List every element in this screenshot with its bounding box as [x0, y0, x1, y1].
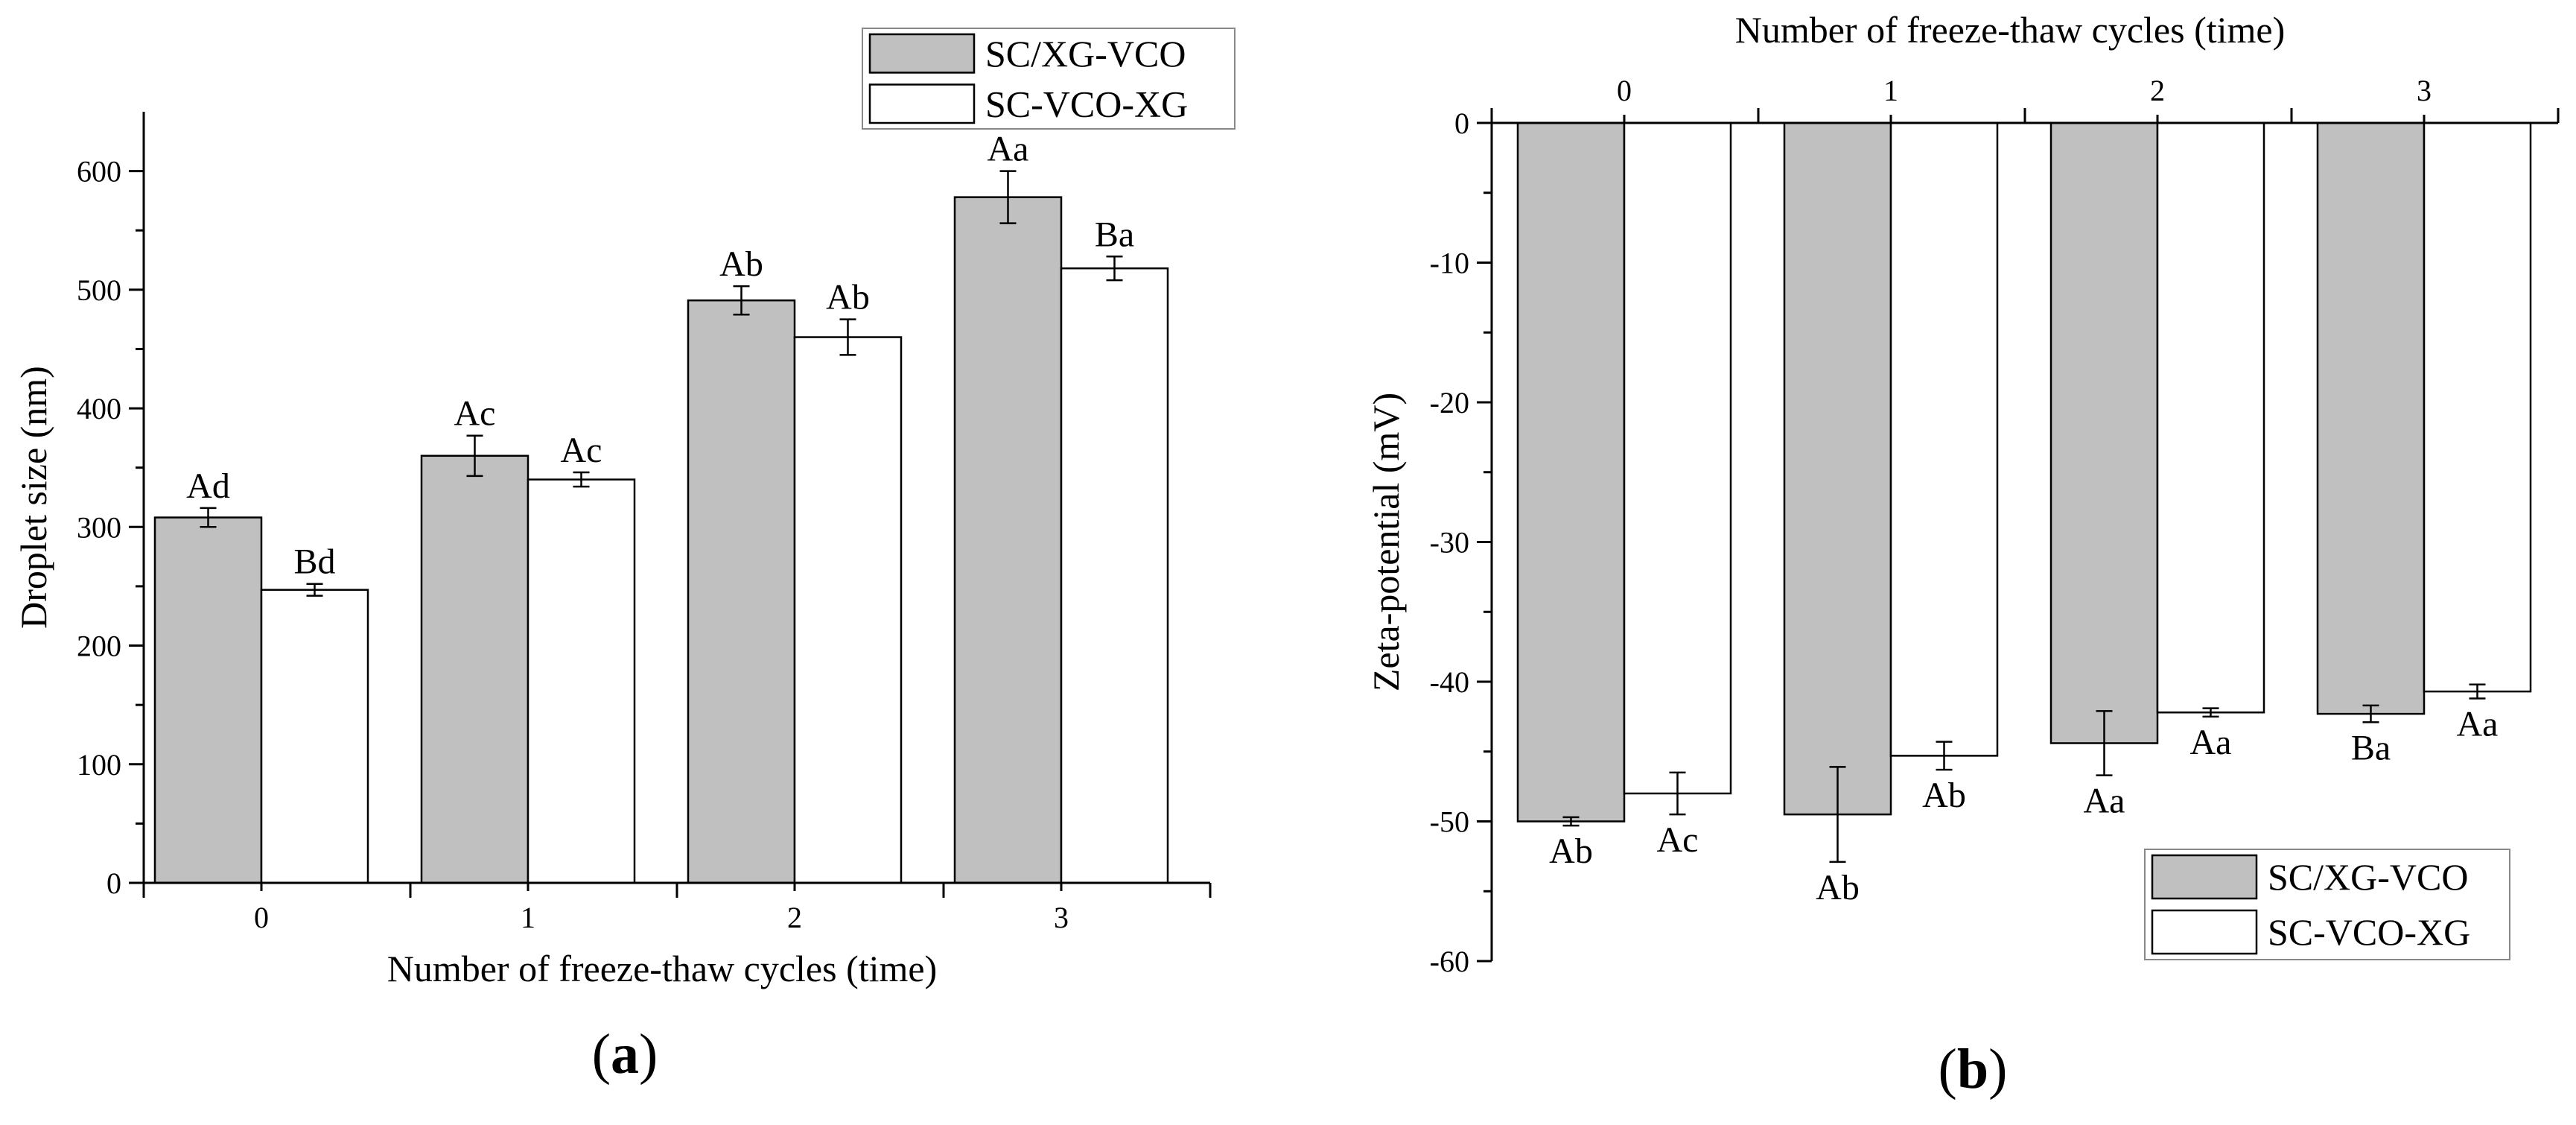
legend-label: SC-VCO-XG — [985, 83, 1188, 124]
bar-sc-vco-xg-0 — [260, 589, 369, 884]
bar-sc-xg-vco-2 — [687, 299, 796, 884]
significance-label: Ab — [826, 278, 870, 317]
bar-sc-xg-vco-0 — [1516, 121, 1626, 823]
legend-label: SC/XG-VCO — [985, 33, 1186, 75]
chart-panel-a: Ad Ac Ab Aa Bd Ac Ab Ba 0 100 200 300 400 500 600 0 1 2 3 N… — [13, 28, 1235, 1086]
significance-label: Ac — [454, 394, 496, 434]
bar-sc-vco-xg-2 — [793, 336, 903, 884]
bar-sc-xg-vco-0 — [153, 516, 263, 884]
bar-sc-vco-xg-1 — [1889, 121, 1999, 757]
bar-sc-vco-xg-3 — [2423, 121, 2532, 693]
legend-label: SC/XG-VCO — [2268, 856, 2468, 898]
significance-label: Ab — [719, 244, 763, 284]
significance-label: Ba — [1095, 215, 1134, 254]
significance-label: Ac — [1657, 820, 1699, 860]
y-tick-label: -40 — [1430, 665, 1469, 699]
significance-label: Aa — [988, 130, 1029, 169]
significance-label: Ab — [1816, 868, 1860, 907]
bar-sc-xg-vco-3 — [2316, 121, 2426, 715]
legend-label: SC-VCO-XG — [2268, 911, 2470, 953]
x-tick-label: 0 — [1617, 74, 1632, 107]
bar-sc-vco-xg-0 — [1623, 121, 1732, 795]
significance-label: Aa — [2190, 723, 2232, 762]
x-axis-label: Number of freeze-thaw cycles (time) — [387, 948, 938, 989]
y-tick-label: 400 — [77, 392, 121, 425]
bar-sc-xg-vco-1 — [1783, 121, 1892, 816]
significance-label: Ab — [1922, 776, 1966, 815]
bar-sc-vco-xg-3 — [1060, 267, 1169, 884]
y-tick-label: 200 — [77, 630, 121, 663]
legend-swatch — [2151, 909, 2258, 955]
significance-label: Aa — [2457, 705, 2499, 744]
bar-sc-xg-vco-3 — [953, 196, 1063, 884]
legend-swatch — [2151, 854, 2258, 900]
bar-sc-vco-xg-2 — [2156, 121, 2265, 714]
y-tick-label: -20 — [1430, 386, 1469, 419]
significance-label: Ac — [561, 431, 602, 470]
x-tick-label: 2 — [2150, 74, 2165, 107]
significance-label: Ad — [186, 466, 230, 506]
x-axis-label: Number of freeze-thaw cycles (time) — [1735, 9, 2286, 51]
y-axis-label: Zeta-potential (mV) — [1365, 393, 1407, 691]
significance-label: Aa — [2084, 782, 2125, 821]
significance-label: Ba — [2351, 728, 2391, 767]
y-tick-label: 300 — [77, 510, 121, 544]
x-tick-label: 0 — [254, 901, 269, 934]
x-tick-label: 1 — [1883, 74, 1898, 107]
y-tick-label: -60 — [1430, 945, 1469, 978]
x-tick-label: 2 — [787, 901, 802, 934]
y-tick-label: 0 — [1454, 107, 1469, 140]
bar-sc-xg-vco-2 — [2049, 121, 2159, 744]
bar-sc-vco-xg-1 — [527, 478, 636, 884]
y-tick-label: -10 — [1430, 247, 1469, 280]
y-tick-label: -50 — [1430, 805, 1469, 839]
y-tick-label: -30 — [1430, 526, 1469, 560]
y-tick-label: 100 — [77, 748, 121, 782]
x-tick-label: 3 — [1054, 901, 1069, 934]
significance-label: Ab — [1549, 831, 1593, 871]
x-tick-label: 1 — [521, 901, 535, 934]
panel-label: (a) — [592, 1023, 658, 1086]
y-tick-label: 600 — [77, 155, 121, 188]
y-tick-label: 0 — [106, 866, 121, 900]
bar-sc-xg-vco-1 — [420, 454, 529, 884]
y-tick-label: 500 — [77, 273, 121, 307]
panel-label: (b) — [1939, 1038, 2008, 1100]
chart-panel-b: Ab Ab Aa Ba Ac Ab Aa Aa 0 -10 -20 -30 -40 -50 -60 0 1 2 3 N… — [1365, 9, 2560, 1100]
y-axis-label: Droplet size (nm) — [13, 366, 54, 629]
x-tick-label: 3 — [2417, 74, 2432, 107]
significance-label: Bd — [293, 542, 335, 582]
legend-swatch — [868, 83, 976, 124]
legend-swatch — [868, 33, 976, 74]
